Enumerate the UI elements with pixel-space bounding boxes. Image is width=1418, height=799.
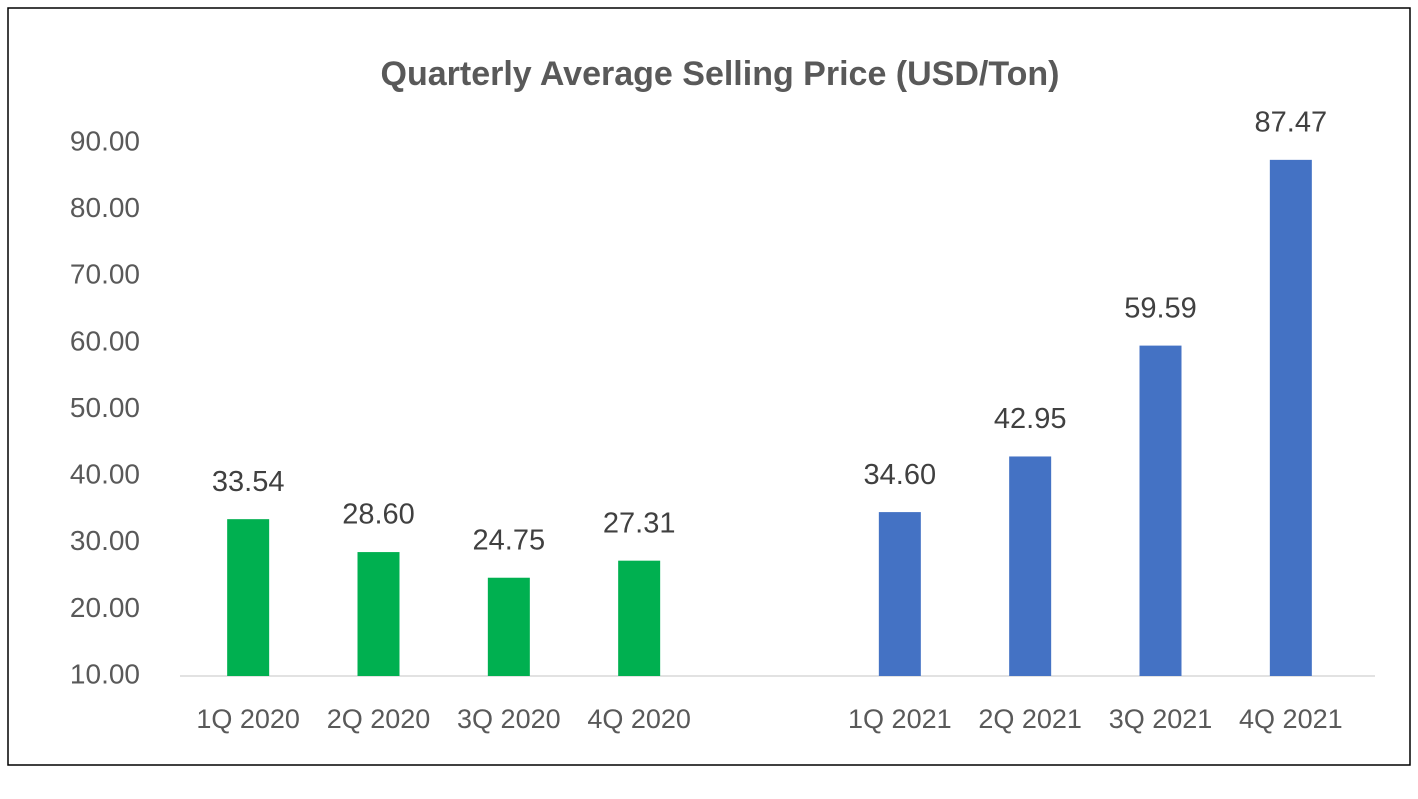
bar: [227, 519, 270, 676]
x-tick-label: 2Q 2021: [978, 704, 1082, 734]
bar: [1009, 456, 1052, 676]
x-tick-label: 2Q 2020: [327, 704, 431, 734]
y-tick-label: 30.00: [70, 525, 140, 556]
bar: [357, 552, 400, 676]
x-tick-label: 3Q 2021: [1109, 704, 1213, 734]
y-tick-label: 60.00: [70, 325, 140, 356]
x-tick-label: 4Q 2020: [587, 704, 691, 734]
y-tick-label: 20.00: [70, 592, 140, 623]
bar: [618, 560, 661, 676]
chart-border: [7, 7, 1411, 766]
y-tick-label: 90.00: [70, 125, 140, 156]
value-label: 87.47: [1255, 107, 1328, 139]
bar: [1139, 345, 1182, 676]
value-label: 42.95: [994, 403, 1067, 435]
y-tick-label: 50.00: [70, 392, 140, 423]
x-tick-label: 4Q 2021: [1239, 704, 1343, 734]
bar: [487, 577, 530, 676]
bar: [878, 512, 921, 676]
x-tick-label: 1Q 2020: [196, 704, 300, 734]
chart-title: Quarterly Average Selling Price (USD/Ton…: [381, 55, 1060, 93]
value-label: 24.75: [473, 524, 546, 556]
value-label: 27.31: [603, 507, 676, 539]
x-tick-label: 1Q 2021: [848, 704, 952, 734]
bar: [1269, 159, 1312, 676]
x-tick-label: 3Q 2020: [457, 704, 561, 734]
y-tick-label: 80.00: [70, 192, 140, 223]
y-tick-label: 40.00: [70, 459, 140, 490]
y-tick-label: 70.00: [70, 259, 140, 290]
y-tick-label: 10.00: [70, 658, 140, 689]
value-label: 59.59: [1124, 292, 1197, 324]
value-label: 28.60: [342, 499, 415, 531]
value-label: 34.60: [864, 459, 937, 491]
value-label: 33.54: [212, 466, 285, 498]
